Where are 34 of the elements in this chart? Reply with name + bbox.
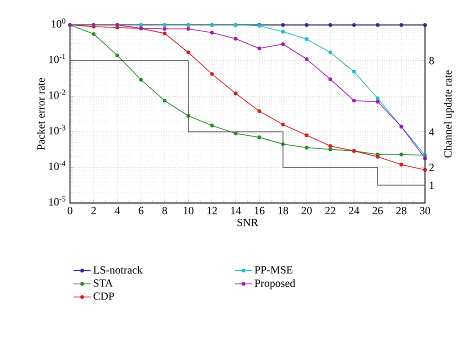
x-tick-label: 26 xyxy=(372,206,383,214)
x-tick-label: 22 xyxy=(325,206,336,214)
x-tick-label: 14 xyxy=(231,206,241,214)
legend-label: CDP xyxy=(94,292,114,300)
legend-label: STA xyxy=(94,279,113,287)
x-tick-label: 12 xyxy=(207,206,217,214)
y2-axis-title: Channel update rate xyxy=(444,70,454,158)
x-tick-label: 30 xyxy=(420,206,430,214)
x-tick-label: 18 xyxy=(278,206,288,214)
legend-label: LS-notrack xyxy=(93,266,143,274)
y2-tick-label: 8 xyxy=(429,56,434,64)
x-tick-label: 6 xyxy=(138,206,144,214)
y-tick-label: 10$^{-1}$ xyxy=(49,54,66,64)
x-tick-label: 0 xyxy=(68,206,72,214)
x-tick-label: 4 xyxy=(114,206,120,214)
x-tick-label: 24 xyxy=(348,206,360,214)
x-tick-label: 28 xyxy=(396,206,406,214)
x-axis-title: SNR xyxy=(238,218,258,226)
legend-label: Proposed xyxy=(254,279,296,290)
legend-label: PP-MSE xyxy=(254,266,292,274)
x-tick-label: 20 xyxy=(302,206,312,214)
y-tick-label: 10$^{-5}$ xyxy=(49,196,66,206)
x-tick-label: 10 xyxy=(184,206,194,214)
y-tick-label: 10$^{-2}$ xyxy=(49,90,66,99)
x-tick-label: 16 xyxy=(254,206,265,214)
x-tick-label: 2 xyxy=(91,206,96,214)
y2-tick-label: 2 xyxy=(429,164,434,172)
y-tick-label: 10$^{-3}$ xyxy=(49,125,66,134)
y-tick-label: 10$^{-4}$ xyxy=(49,160,66,170)
y-tick-label: 10$^{0}$ xyxy=(52,18,66,28)
y2-tick-label: 1 xyxy=(430,182,434,189)
x-tick-label: 8 xyxy=(162,206,167,214)
y2-tick-label: 4 xyxy=(429,128,434,136)
y-axis-title: Packet error rate xyxy=(36,78,45,150)
